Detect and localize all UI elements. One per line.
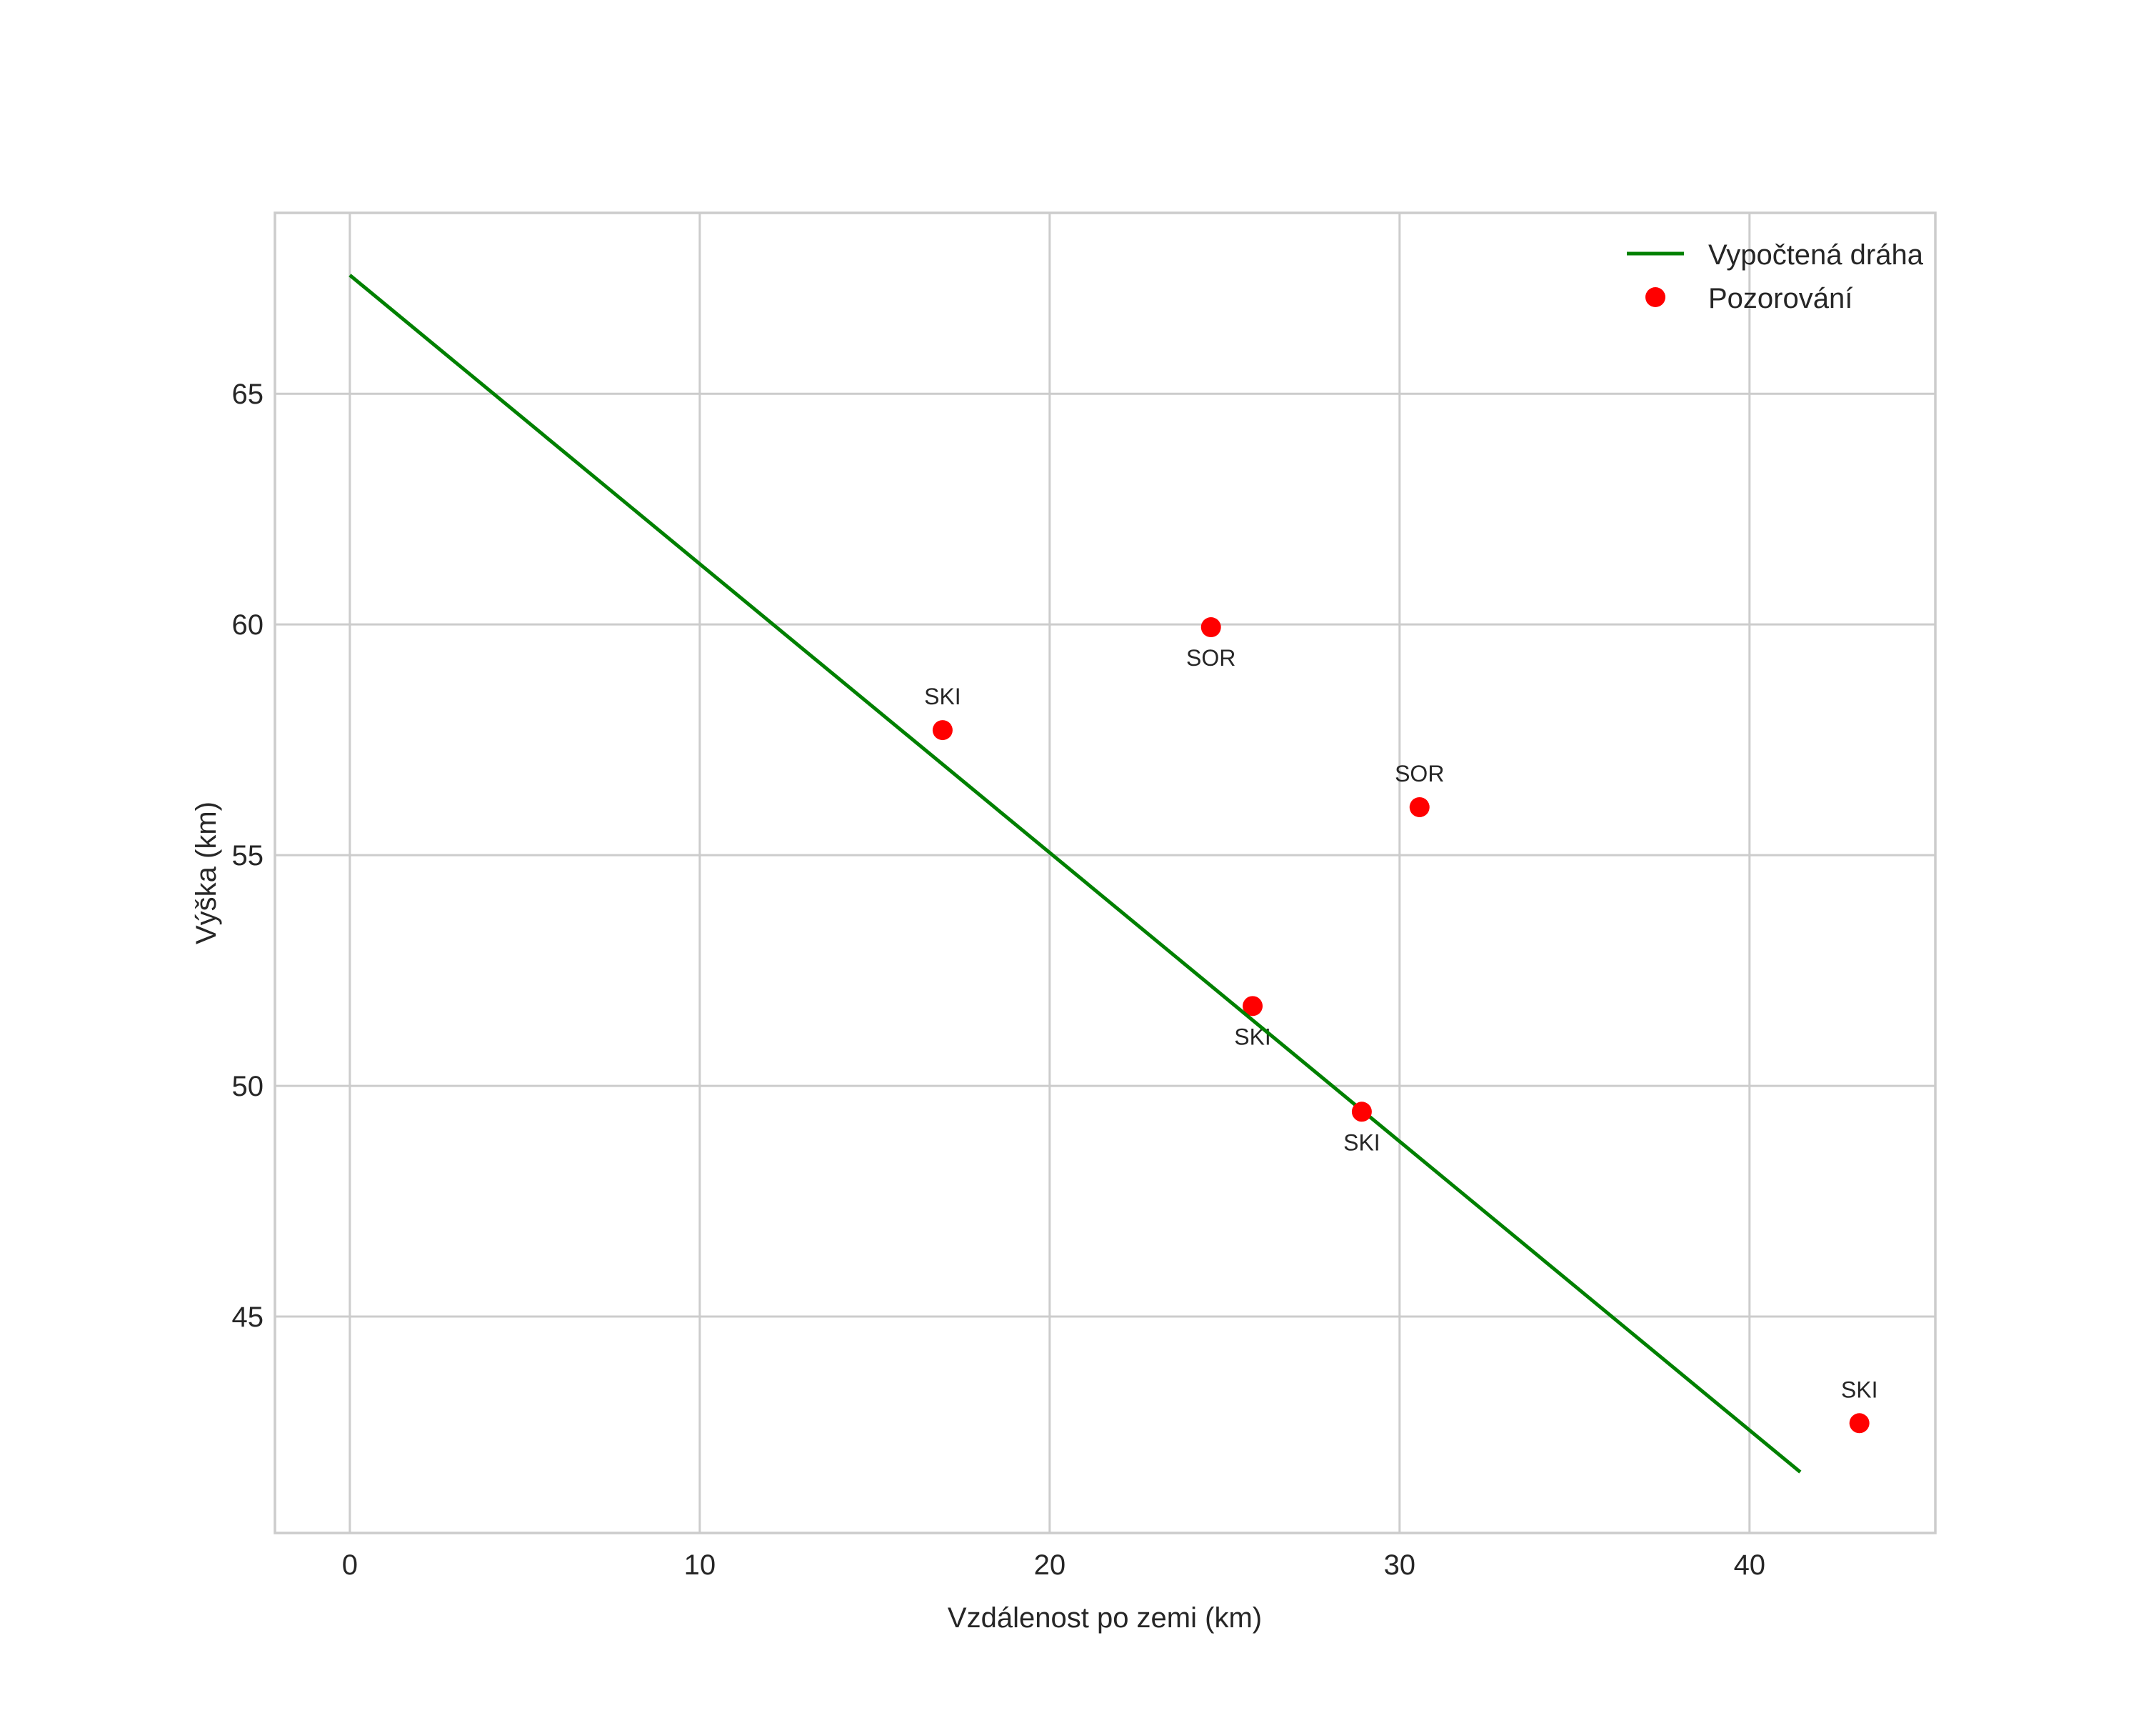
x-tick-label: 20 (1034, 1549, 1066, 1581)
observation-label: SKI (1343, 1129, 1380, 1155)
observation-point (932, 720, 953, 741)
observation-point (1409, 796, 1430, 817)
legend: Vypočtená dráha Pozorování (1627, 239, 1924, 314)
x-axis-label: Vzdálenost po zemi (km) (948, 1602, 1262, 1634)
observation-label: SOR (1186, 645, 1235, 671)
y-tick-label: 60 (232, 609, 264, 641)
y-tick-label: 45 (232, 1302, 264, 1333)
series-layer: SKI SOR SOR SKI SKI SKI (349, 274, 1878, 1474)
x-axis-ticks: 0 10 20 30 40 (342, 1549, 1765, 1581)
x-tick-label: 10 (684, 1549, 716, 1581)
x-tick-label: 40 (1734, 1549, 1766, 1581)
observation-label: SKI (1234, 1024, 1271, 1049)
observation-point (1200, 617, 1221, 638)
observation-point (1243, 996, 1263, 1017)
observation-label: SKI (1841, 1377, 1878, 1402)
legend-dot-icon (1645, 287, 1665, 307)
y-tick-label: 65 (232, 379, 264, 410)
grid-lines (275, 213, 1935, 1533)
legend-label-points: Pozorování (1708, 283, 1852, 314)
observation-label: SOR (1395, 761, 1444, 786)
x-tick-label: 0 (342, 1549, 358, 1581)
computed-trajectory-line (349, 274, 1802, 1474)
plot-frame (274, 211, 1937, 1534)
observation-point (1351, 1102, 1372, 1122)
observation-point (1849, 1413, 1870, 1434)
x-tick-label: 30 (1384, 1549, 1416, 1581)
y-tick-label: 50 (232, 1071, 264, 1102)
legend-label-line: Vypočtená dráha (1708, 239, 1924, 271)
y-axis-label: Výška (km) (191, 801, 222, 944)
observation-label: SKI (924, 684, 961, 709)
y-tick-label: 55 (232, 840, 264, 872)
y-axis-ticks: 45 50 55 60 65 (232, 379, 264, 1333)
